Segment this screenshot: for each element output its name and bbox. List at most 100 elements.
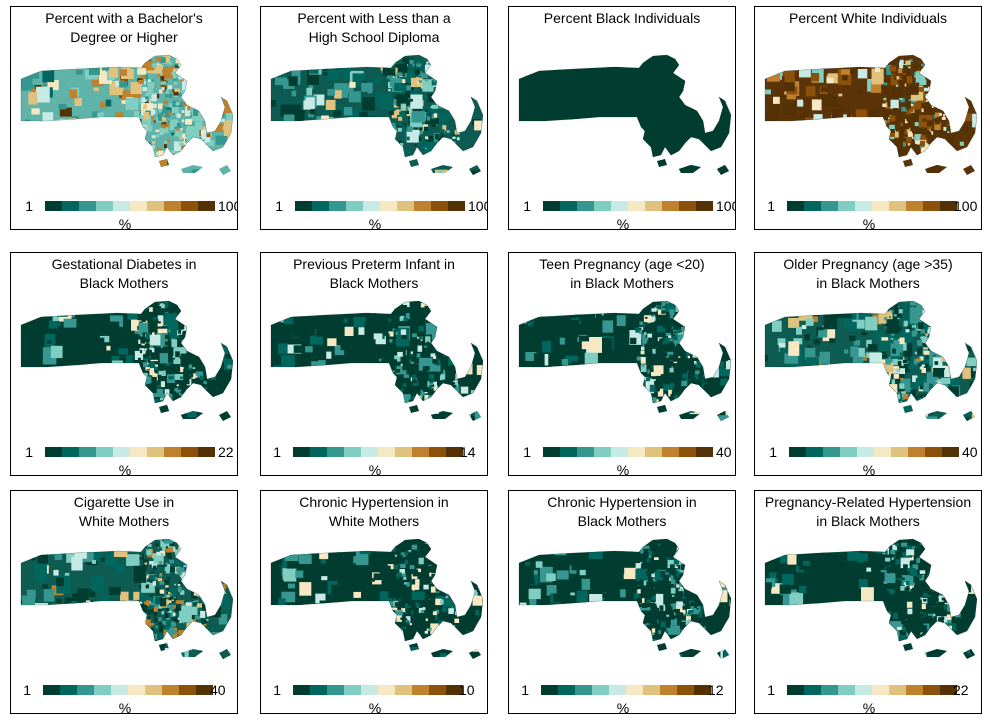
legend-min: 1 <box>767 682 775 698</box>
legend-min: 1 <box>25 444 33 460</box>
map-panel: Percent with a Bachelor's Degree or High… <box>10 6 238 230</box>
color-legend: 1 14 <box>261 445 487 459</box>
legend-max: 12 <box>708 682 724 698</box>
legend-unit: % <box>118 462 132 476</box>
legend-swatch <box>429 685 446 695</box>
legend-unit: % <box>616 700 630 714</box>
legend-swatch <box>431 201 448 211</box>
legend-colorbar <box>293 685 463 695</box>
legend-colorbar <box>541 685 711 695</box>
legend-swatch <box>923 201 940 211</box>
legend-swatch <box>295 201 312 211</box>
legend-max: 100 <box>716 198 735 214</box>
state-outline <box>20 538 233 642</box>
legend-swatch <box>696 447 713 457</box>
legend-swatch <box>838 201 855 211</box>
legend-unit: % <box>368 462 382 476</box>
legend-colorbar <box>293 447 463 457</box>
legend-swatch <box>327 685 344 695</box>
legend-colorbar <box>295 201 465 211</box>
legend-colorbar <box>45 447 215 457</box>
legend-swatch <box>645 447 662 457</box>
choropleth-map <box>518 300 731 421</box>
legend-swatch <box>891 447 908 457</box>
legend-swatch <box>575 685 592 695</box>
legend-swatch <box>679 447 696 457</box>
legend-unit: % <box>862 216 876 230</box>
legend-swatch <box>164 447 181 457</box>
color-legend: 1 100 <box>261 199 487 213</box>
choropleth-map <box>764 538 977 659</box>
legend-swatch <box>679 201 696 211</box>
legend-swatch <box>310 447 327 457</box>
legend-swatch <box>543 447 560 457</box>
map-panel: Percent White Individuals 1 100% <box>754 6 982 230</box>
panel-title: Percent White Individuals <box>789 10 947 26</box>
legend-swatch <box>62 201 79 211</box>
legend-colorbar <box>787 201 957 211</box>
map-panel: Percent Black Individuals 1 100% <box>508 6 736 230</box>
map-panel: Older Pregnancy (age >35) in Black Mothe… <box>754 252 982 476</box>
panel-title: Older Pregnancy (age >35) in Black Mothe… <box>783 256 953 291</box>
state-outline <box>764 300 977 404</box>
state-outline <box>270 538 483 642</box>
legend-unit: % <box>368 700 382 714</box>
legend-swatch <box>872 201 889 211</box>
legend-max: 40 <box>962 444 978 460</box>
legend-swatch <box>412 447 429 457</box>
legend-swatch <box>908 447 925 457</box>
legend-swatch <box>60 685 77 695</box>
legend-swatch <box>361 685 378 695</box>
legend-swatch <box>806 447 823 457</box>
legend-swatch <box>872 685 889 695</box>
map-panel: Chronic Hypertension in White Mothers 1 10… <box>260 490 488 714</box>
legend-colorbar <box>45 201 215 211</box>
state-outline <box>518 538 731 642</box>
legend-swatch <box>130 201 147 211</box>
legend-swatch <box>79 447 96 457</box>
legend-swatch <box>96 201 113 211</box>
legend-swatch <box>429 447 446 457</box>
legend-min: 1 <box>769 444 777 460</box>
legend-swatch <box>611 201 628 211</box>
state-outline <box>518 54 731 158</box>
legend-max: 100 <box>954 198 978 214</box>
legend-swatch <box>45 201 62 211</box>
legend-swatch <box>310 685 327 695</box>
legend-swatch <box>787 685 804 695</box>
legend-swatch <box>378 685 395 695</box>
legend-swatch <box>840 447 857 457</box>
state-outline <box>518 300 731 404</box>
legend-swatch <box>577 201 594 211</box>
legend-swatch <box>789 447 806 457</box>
choropleth-map <box>270 538 483 659</box>
legend-swatch <box>361 447 378 457</box>
legend-swatch <box>560 447 577 457</box>
color-legend: 1 100 <box>11 199 237 213</box>
color-legend: 1 10 <box>261 683 487 697</box>
legend-swatch <box>821 201 838 211</box>
legend-max: 100 <box>468 198 487 214</box>
legend-colorbar <box>543 447 713 457</box>
color-legend: 1 22 <box>11 445 237 459</box>
legend-swatch <box>43 685 60 695</box>
legend-swatch <box>198 447 215 457</box>
legend-max: 10 <box>459 682 475 698</box>
legend-swatch <box>609 685 626 695</box>
state-outline <box>20 300 233 404</box>
legend-max: 14 <box>460 444 476 460</box>
legend-swatch <box>196 685 213 695</box>
legend-swatch <box>645 201 662 211</box>
legend-swatch <box>804 201 821 211</box>
legend-swatch <box>395 447 412 457</box>
legend-swatch <box>128 685 145 695</box>
legend-swatch <box>787 201 804 211</box>
state-outline <box>764 54 977 158</box>
legend-swatch <box>594 447 611 457</box>
legend-min: 1 <box>25 198 33 214</box>
panel-title: Chronic Hypertension in White Mothers <box>299 494 449 529</box>
color-legend: 1 100 <box>755 199 981 213</box>
legend-swatch <box>942 447 959 457</box>
legend-swatch <box>543 201 560 211</box>
legend-swatch <box>925 447 942 457</box>
